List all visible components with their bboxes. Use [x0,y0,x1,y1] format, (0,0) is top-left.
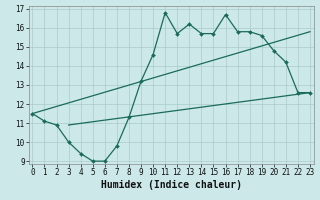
X-axis label: Humidex (Indice chaleur): Humidex (Indice chaleur) [101,180,242,190]
